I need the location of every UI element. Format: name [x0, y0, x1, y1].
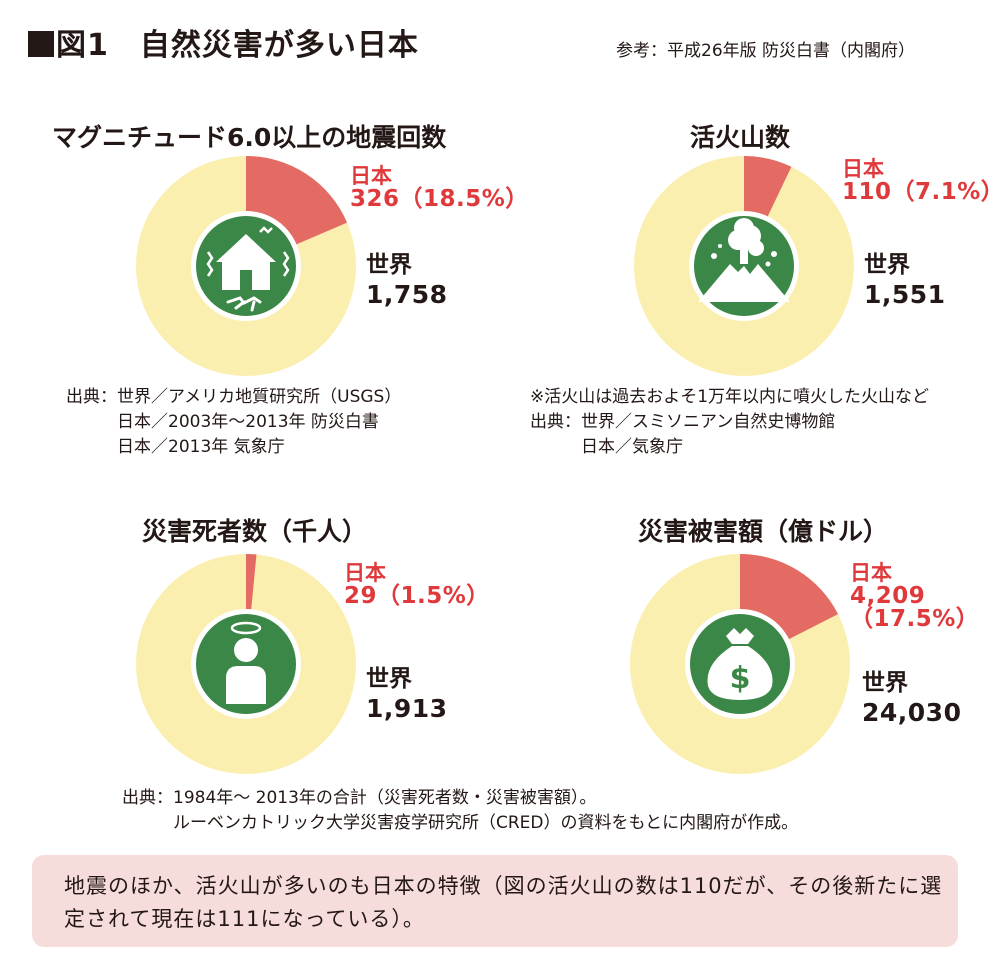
house-earthquake-icon: [196, 216, 296, 316]
label-world-damage: 世界 24,030: [862, 670, 962, 727]
chart-title-volcanoes: 活火山数: [690, 123, 791, 152]
pie-chart-damage: $: [630, 554, 850, 774]
pie-chart-earthquakes: [136, 156, 356, 376]
source-bottom: 出典：1984年〜 2013年の合計（災害死者数・災害被害額）。 ルーベンカトリ…: [122, 788, 799, 833]
pie-chart-volcanoes: [634, 156, 854, 376]
label-japan-earthquakes: 日本 326（18.5%）: [350, 164, 529, 212]
note-box: [32, 855, 958, 947]
dollar-sign: $: [730, 661, 751, 696]
source-volcanoes: ※活火山は過去およそ1万年以内に噴火した火山など 出典：世界／スミソニアン自然史…: [530, 387, 930, 457]
money-bag-icon: $: [690, 614, 790, 714]
volcano-icon: [694, 216, 794, 316]
chart-title-damage: 災害被害額（億ドル）: [638, 517, 889, 546]
source-earthquakes: 出典：世界／アメリカ地質研究所（USGS） 日本／2003年〜2013年 防災白…: [66, 387, 402, 457]
figure-title: 図1 自然災害が多い日本: [28, 20, 419, 64]
chart-title-earthquakes: マグニチュード6.0以上の地震回数: [52, 123, 447, 152]
figure-reference: 参考：平成26年版 防災白書（内閣府）: [616, 41, 916, 61]
label-japan-damage: 日本 4,209 （17.5%）: [850, 561, 980, 632]
label-world-earthquakes: 世界 1,758: [366, 252, 448, 309]
note-text: 地震のほか、活火山が多いのも日本の特徴（図の活火山の数は110だが、その後新たに…: [64, 874, 943, 931]
label-world-deaths: 世界 1,913: [366, 666, 448, 723]
title-square-icon: [28, 31, 54, 57]
label-japan-volcanoes: 日本 110（7.1%）: [842, 157, 1000, 205]
chart-title-deaths: 災害死者数（千人）: [142, 517, 368, 546]
label-japan-deaths: 日本 29（1.5%）: [344, 561, 490, 609]
label-world-volcanoes: 世界 1,551: [864, 252, 946, 309]
person-halo-icon: [196, 614, 296, 714]
pie-chart-deaths: [136, 554, 356, 774]
